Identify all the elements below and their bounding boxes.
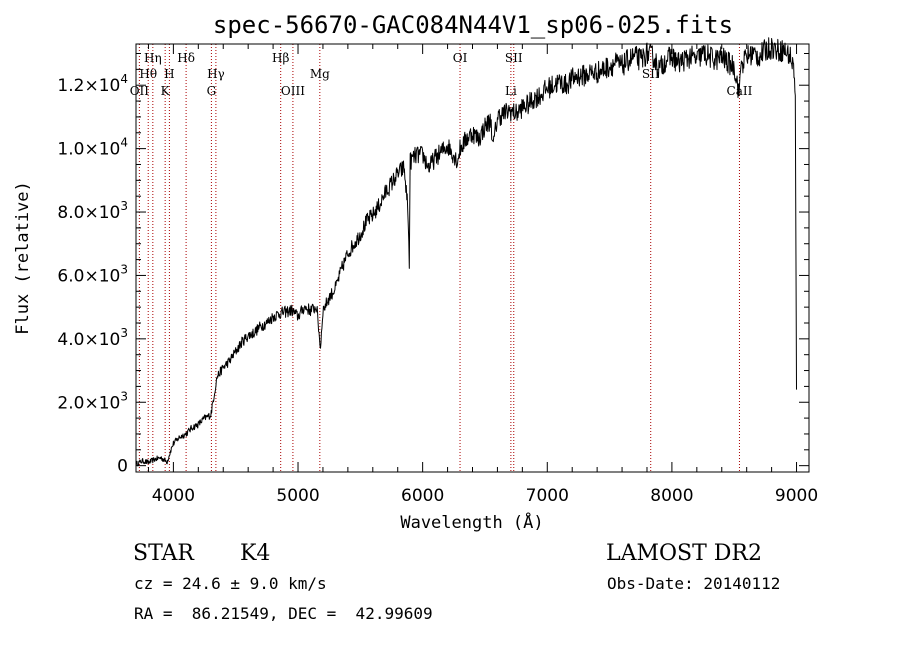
line-marker-label: Li [505,84,517,98]
x-tick-label: 8000 [650,486,693,506]
line-marker-label: Hθ [139,67,157,81]
redshift-info: cz = 24.6 ± 9.0 km/s [134,574,327,593]
y-tick-mantissa: 1.2 [57,76,84,96]
line-marker-label: G [207,84,217,98]
y-tick-times: ×10 [84,76,120,96]
y-tick-label: 4.0×103 [57,326,128,350]
y-tick-label: 1.2×104 [57,72,128,96]
y-tick-mantissa: 2.0 [57,393,84,413]
y-tick-label: 8.0×103 [57,199,128,223]
y-tick-exponent: 4 [120,136,128,150]
line-marker-label: OIII [281,84,305,98]
object-class: STAR [133,541,195,566]
y-tick-label: 6.0×103 [57,262,128,286]
x-tick-label: 4000 [152,486,195,506]
y-axis-label: Flux (relative) [13,181,33,335]
obs-date: Obs-Date: 20140112 [607,574,780,593]
line-marker-label: SII [642,67,660,81]
line-marker-label: OII [130,84,150,98]
y-tick-label: 1.0×104 [57,136,128,160]
line-marker-label: K [161,84,171,98]
y-tick-exponent: 3 [120,389,128,403]
plot-frame [135,43,810,473]
y-tick-times: ×10 [84,266,120,286]
y-tick-exponent: 3 [120,262,128,276]
y-tick-times: ×10 [84,140,120,160]
x-axis-label: Wavelength (Å) [400,511,543,533]
y-axis-ticks: 02.0×1034.0×1036.0×1038.0×1031.0×1041.2×… [57,53,809,477]
x-axis-ticks: 4000 5000 6000 7000 8000 9000 [147,44,818,506]
coordinates: RA = 86.21549, DEC = 42.99609 [134,604,433,623]
line-marker-label: Hγ [207,67,225,81]
spectrum-line [135,37,797,467]
line-marker-label: Hδ [177,51,195,65]
line-marker-label: SII [505,51,523,65]
y-tick-mantissa: 8.0 [57,203,84,223]
x-tick-label: 6000 [401,486,444,506]
line-marker-label: Hβ [272,51,289,65]
line-marker-label: Hη [144,51,162,65]
line-marker-label: H [164,67,174,81]
y-tick-label: 0 [117,457,128,477]
y-tick-exponent: 3 [120,326,128,340]
y-tick-times: ×10 [84,393,120,413]
y-tick-mantissa: 6.0 [57,266,84,286]
y-tick-times: ×10 [84,330,120,350]
object-subclass: K4 [240,541,270,566]
x-tick-label: 7000 [526,486,569,506]
y-tick-mantissa: 4.0 [57,330,84,350]
y-tick-label: 2.0×103 [57,389,128,413]
line-marker-label: Mg [310,67,330,81]
y-tick-exponent: 3 [120,199,128,213]
survey-name: LAMOST DR2 [606,541,762,566]
x-tick-label: 9000 [775,486,818,506]
chart-title: spec-56670-GAC084N44V1_sp06-025.fits [213,11,733,39]
spectrum-series [135,37,797,467]
x-tick-label: 5000 [276,486,319,506]
y-tick-mantissa: 1.0 [57,140,84,160]
y-tick-times: ×10 [84,203,120,223]
line-marker-label: OI [453,51,468,65]
y-tick-exponent: 4 [120,72,128,86]
